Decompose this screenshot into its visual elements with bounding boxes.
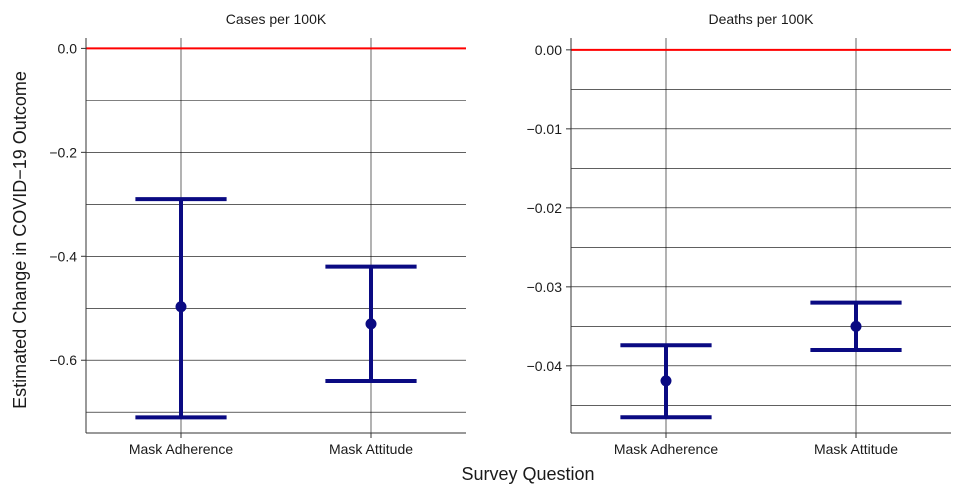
- x-tick-label: Mask Attitude: [329, 441, 413, 457]
- panel-title: Cases per 100K: [226, 11, 327, 27]
- panel-1: Cases per 100K −0.6 −0.4 −0.2 0.0 Mask Adhere…: [49, 11, 466, 457]
- y-tick-label: −0.01: [527, 121, 563, 137]
- y-tick-label: −0.02: [527, 200, 563, 216]
- y-tick-label: 0.00: [535, 42, 562, 58]
- panel-title: Deaths per 100K: [708, 11, 814, 27]
- point-estimate: [660, 375, 672, 387]
- y-tick-label: 0.0: [58, 40, 78, 56]
- point-estimate: [365, 318, 377, 330]
- y-tick-label: −0.04: [527, 358, 563, 374]
- y-tick-label: −0.4: [49, 248, 77, 264]
- point-estimate: [175, 301, 187, 313]
- error-bar: [810, 300, 902, 353]
- y-tick-label: −0.6: [49, 352, 77, 368]
- error-bar: [325, 264, 417, 384]
- point-estimate: [850, 320, 862, 332]
- y-tick-label: −0.2: [49, 144, 77, 160]
- x-tick-label: Mask Attitude: [814, 441, 898, 457]
- error-bar: [135, 197, 227, 420]
- x-tick-label: Mask Adherence: [129, 441, 233, 457]
- x-axis-label: Survey Question: [461, 464, 594, 484]
- error-bar: [620, 343, 712, 420]
- x-tick-label: Mask Adherence: [614, 441, 718, 457]
- y-tick-label: −0.03: [527, 279, 563, 295]
- y-axis-label: Estimated Change in COVID−19 Outcome: [10, 71, 30, 409]
- panel-2: Deaths per 100K −0.04 −0.03 −0.02 −0.01 0.00 M…: [527, 11, 951, 457]
